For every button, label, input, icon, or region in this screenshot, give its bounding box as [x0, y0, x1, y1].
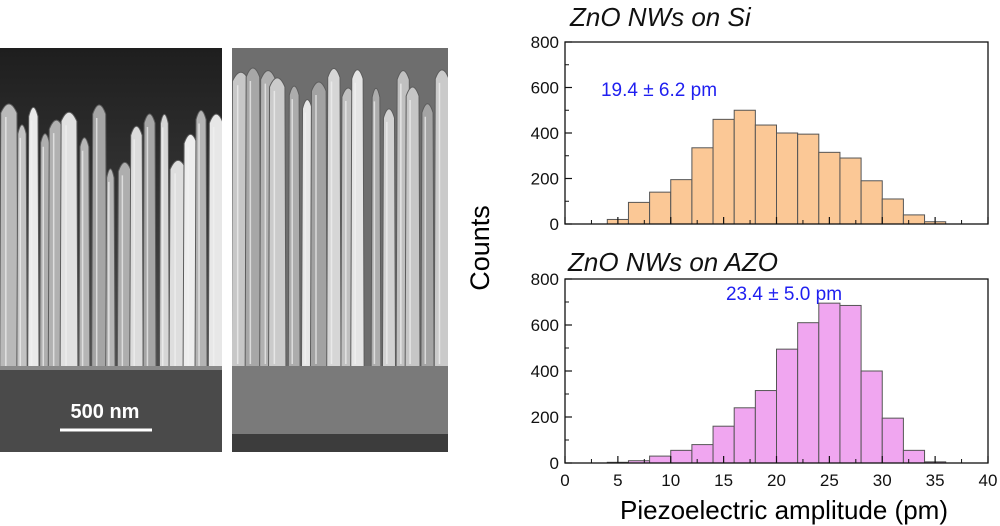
chart-annotation: 23.4 ± 5.0 pm	[726, 284, 842, 305]
histogram-bar	[902, 449, 926, 464]
x-tick-label: 20	[767, 471, 786, 490]
y-tick-label: 600	[531, 316, 559, 335]
x-axis-label: Piezoelectric amplitude (pm)	[620, 495, 948, 525]
histogram-bar	[733, 407, 756, 464]
nanowire	[207, 113, 222, 371]
substrate	[0, 368, 222, 452]
y-tick-label: 0	[550, 215, 559, 234]
x-tick-label: 25	[820, 471, 839, 490]
histogram-bar	[881, 417, 904, 464]
histogram-bar	[818, 151, 841, 225]
nanowire-array	[232, 67, 448, 369]
histogram-bar	[776, 132, 799, 225]
histogram-bar	[881, 198, 904, 225]
histogram-si: ZnO NWs on Si 19.4 ± 6.2 pm 0 200 400 600 80…	[531, 2, 989, 234]
y-tick-label: 400	[531, 124, 559, 143]
x-tick-label: 40	[979, 471, 998, 490]
histogram-bar	[818, 302, 841, 464]
sem-image-nws-on-azo	[232, 48, 448, 452]
y-tick-label: 800	[531, 33, 559, 52]
histogram-bar	[754, 390, 778, 464]
histogram-bar	[733, 109, 756, 225]
x-tick-label: 15	[714, 471, 733, 490]
nanowire	[59, 111, 79, 371]
chart-title: ZnO NWs on Si	[569, 2, 752, 32]
nanowire	[91, 104, 108, 371]
nanowire	[370, 87, 382, 369]
nanowire	[244, 67, 262, 369]
chart-title: ZnO NWs on AZO	[567, 247, 778, 277]
y-axis-label: Counts	[465, 205, 495, 291]
nanowire	[78, 137, 91, 371]
histogram-bar	[712, 118, 735, 225]
sem-image-nws-on-si: 500 nm	[0, 48, 222, 452]
histogram-bar	[797, 322, 820, 464]
nanowire	[158, 113, 170, 371]
histogram-bar	[649, 455, 672, 464]
y-tick-label: 800	[531, 270, 559, 289]
histogram-bar	[860, 370, 883, 464]
nanowire	[309, 81, 328, 369]
nanowire	[350, 69, 365, 369]
piezo-histogram-figure: ZnO NWs on Si 19.4 ± 6.2 pm 020040060080…	[465, 2, 998, 525]
nanowire	[420, 103, 435, 369]
histogram-bar	[902, 214, 926, 225]
histogram-bar	[670, 179, 693, 225]
scale-bar-label: 500 nm	[71, 401, 140, 423]
nanowire	[268, 77, 287, 369]
y-tick-label: 400	[531, 362, 559, 381]
x-tick-label: 0	[560, 471, 569, 490]
histogram-bar	[627, 201, 651, 225]
x-tick-label: 35	[926, 471, 945, 490]
y-tick-label: 0	[550, 454, 559, 473]
nanowire	[27, 106, 40, 371]
nanowire	[16, 124, 28, 371]
nanowire	[129, 125, 144, 371]
chart-annotation: 19.4 ± 6.2 pm	[601, 80, 717, 101]
histogram-bar	[670, 449, 693, 464]
nanowire	[287, 85, 301, 369]
y-tick-label: 600	[531, 79, 559, 98]
nanowire	[0, 103, 19, 371]
nanowire	[326, 68, 342, 369]
nanowire	[433, 69, 448, 369]
nanowire	[105, 168, 116, 371]
nanowire-array	[0, 103, 222, 371]
histogram-bar	[776, 348, 799, 464]
nanowire	[381, 108, 396, 369]
histogram-bar	[691, 147, 714, 225]
azo-layer	[232, 366, 448, 434]
histogram-bar	[649, 191, 672, 225]
histogram-bar	[860, 180, 883, 225]
nanowire	[404, 86, 421, 369]
nanowire	[142, 113, 157, 371]
y-tick-label: 200	[531, 170, 559, 189]
x-tick-label: 30	[873, 471, 892, 490]
x-tick-label: 5	[613, 471, 622, 490]
x-tick-label: 10	[661, 471, 680, 490]
substrate	[232, 434, 448, 452]
histogram-azo: ZnO NWs on AZO 23.4 ± 5.0 pm 02004006008…	[531, 247, 998, 490]
histogram-bar	[839, 157, 862, 225]
y-tick-label: 200	[531, 408, 559, 427]
histogram-bar	[691, 444, 714, 464]
histogram-bar	[754, 124, 778, 225]
histogram-bar	[797, 133, 820, 225]
nanowire	[194, 110, 208, 371]
histogram-bar	[839, 304, 862, 464]
